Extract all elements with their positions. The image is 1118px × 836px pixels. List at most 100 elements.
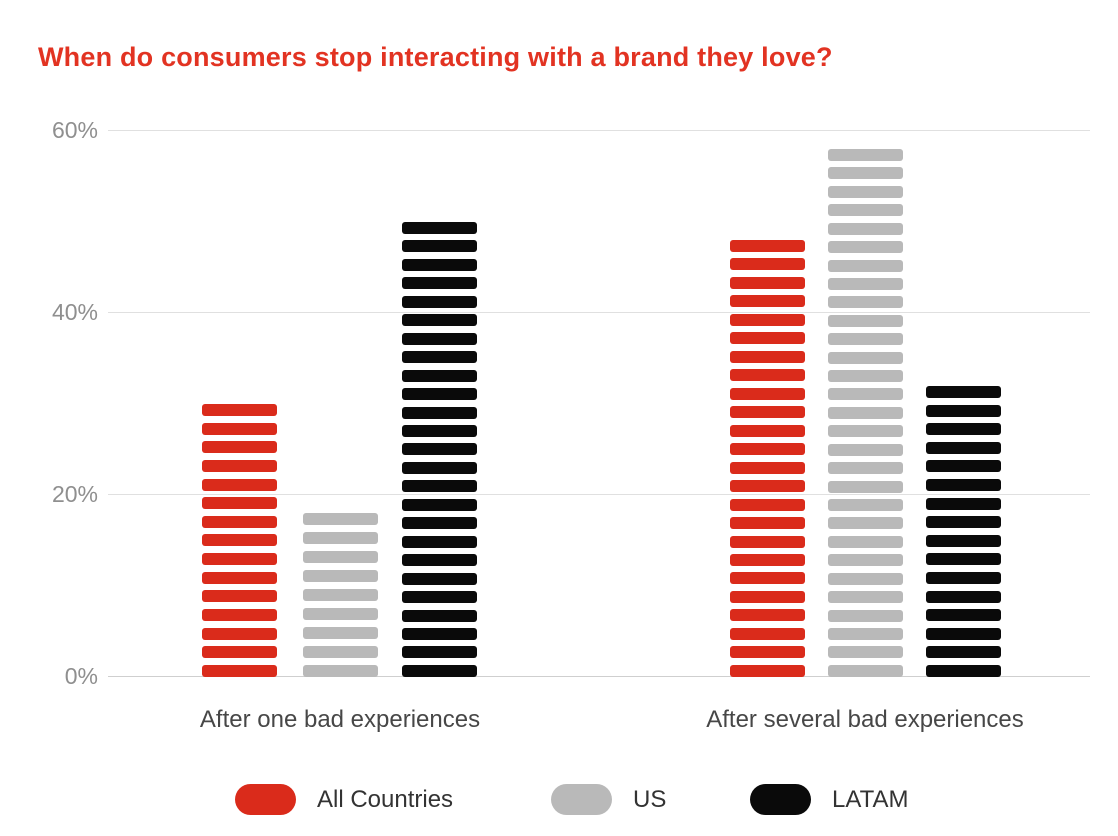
bar-stripe xyxy=(926,478,1001,491)
bar-group2-all-countries xyxy=(730,240,805,677)
bar-stripe xyxy=(828,388,903,401)
bar-stripe xyxy=(730,553,805,566)
bar-stripe xyxy=(402,646,477,659)
bar-stripe xyxy=(730,664,805,677)
bar-stripe xyxy=(202,515,277,528)
bar-stripe xyxy=(202,422,277,435)
bar-stripe xyxy=(828,277,903,290)
bar-stripe xyxy=(730,295,805,308)
bar-stripe xyxy=(828,535,903,548)
legend-item-latam: LATAM xyxy=(750,784,908,815)
bar-stripe xyxy=(730,535,805,548)
bar-stripe xyxy=(926,460,1001,473)
bar-stripe xyxy=(926,386,1001,398)
bar-stripe xyxy=(303,589,378,601)
bar-stripe xyxy=(828,185,903,198)
y-axis-tick-label: 0% xyxy=(64,663,98,689)
bar-stripe xyxy=(828,664,903,677)
bar-stripe xyxy=(402,443,477,456)
legend-item-us: US xyxy=(551,784,666,815)
bar-group1-latam xyxy=(402,222,477,677)
bar-stripe xyxy=(402,369,477,382)
bar-stripe xyxy=(303,627,378,639)
bar-stripe xyxy=(202,571,277,584)
bar-stripe xyxy=(402,277,477,290)
bar-stripe xyxy=(202,478,277,491)
bar-stripe xyxy=(402,535,477,548)
bar-stripe xyxy=(926,627,1001,640)
bar-stripe xyxy=(828,204,903,217)
bar-stripe xyxy=(730,627,805,640)
bar-stripe xyxy=(402,240,477,253)
bar-stripe xyxy=(402,591,477,604)
bar-stripe xyxy=(828,259,903,272)
bar-stripe xyxy=(730,240,805,252)
bar-stripe xyxy=(730,332,805,345)
bar-stripe xyxy=(828,167,903,180)
bar-stripe xyxy=(303,513,378,525)
bar-stripe xyxy=(828,314,903,327)
gridline-20 xyxy=(108,494,1090,495)
bar-stripe xyxy=(202,497,277,510)
bar-stripe xyxy=(402,388,477,401)
bar-stripe xyxy=(402,351,477,364)
bar-stripe xyxy=(202,459,277,472)
bar-stripe xyxy=(828,572,903,585)
bar-stripe xyxy=(926,497,1001,510)
bar-group1-us xyxy=(303,513,378,677)
bar-stripe xyxy=(202,553,277,566)
y-axis-tick-label: 60% xyxy=(51,117,98,143)
bar-stripe xyxy=(402,572,477,585)
bar-stripe xyxy=(926,646,1001,659)
x-axis-category-label: After one bad experiences xyxy=(199,706,481,733)
bar-stripe xyxy=(730,369,805,382)
bar-stripe xyxy=(926,571,1001,584)
bar-stripe xyxy=(828,627,903,640)
legend-label: All Countries xyxy=(317,785,454,813)
bar-stripe xyxy=(926,609,1001,622)
bar-group1-all-countries xyxy=(202,404,277,677)
bar-stripe xyxy=(926,441,1001,454)
bar-stripe xyxy=(730,480,805,493)
bar-stripe xyxy=(303,646,378,658)
bar-stripe xyxy=(926,534,1001,547)
legend-swatch-all-countries xyxy=(235,784,296,815)
bar-stripe xyxy=(402,609,477,622)
bar-stripe xyxy=(730,350,805,363)
bar-stripe xyxy=(730,424,805,437)
bar-stripe xyxy=(828,370,903,383)
legend-item-all-countries: All Countries xyxy=(235,784,453,815)
bar-stripe xyxy=(828,351,903,364)
bar-stripe xyxy=(828,462,903,475)
bar-stripe xyxy=(828,609,903,622)
gridline-60 xyxy=(108,130,1090,131)
bar-stripe xyxy=(926,516,1001,529)
bar-stripe xyxy=(730,461,805,474)
bar-stripe xyxy=(402,424,477,437)
bar-stripe xyxy=(202,404,277,416)
legend-swatch-us xyxy=(551,784,612,815)
bar-stripe xyxy=(303,665,378,677)
bar-stripe xyxy=(926,423,1001,436)
bar-stripe xyxy=(402,258,477,271)
bar-stripe xyxy=(402,406,477,419)
bar-stripe xyxy=(926,590,1001,603)
bar-stripe xyxy=(730,276,805,289)
bar-stripe xyxy=(926,404,1001,417)
bar-stripe xyxy=(402,664,477,677)
bar-stripe xyxy=(402,517,477,530)
bar-stripe xyxy=(402,498,477,511)
bar-group2-latam xyxy=(926,386,1001,677)
bar-stripe xyxy=(202,441,277,454)
bar-stripe xyxy=(202,646,277,659)
bar-stripe xyxy=(730,590,805,603)
bar-stripe xyxy=(402,314,477,327)
bar-stripe xyxy=(828,646,903,659)
bar-stripe xyxy=(202,590,277,603)
bar-stripe xyxy=(828,222,903,235)
bar-stripe xyxy=(730,258,805,271)
bar-stripe xyxy=(730,498,805,511)
bar-stripe xyxy=(730,387,805,400)
bar-stripe xyxy=(730,572,805,585)
bar-stripe xyxy=(402,461,477,474)
